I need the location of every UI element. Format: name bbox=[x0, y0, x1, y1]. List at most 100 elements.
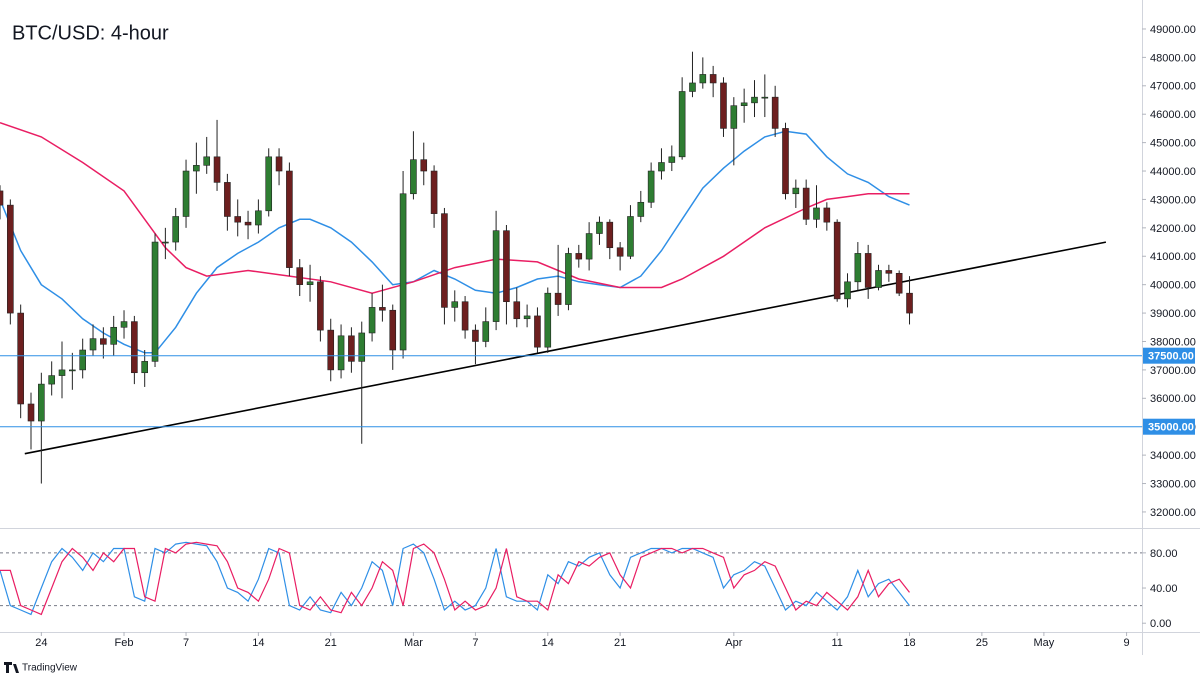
candle-body bbox=[224, 182, 231, 217]
candle-body bbox=[120, 321, 128, 328]
candle-body bbox=[854, 253, 862, 283]
candle-body bbox=[38, 383, 45, 422]
candle-body bbox=[100, 338, 107, 345]
x-tick-label: 7 bbox=[472, 637, 478, 649]
candle-body bbox=[709, 74, 717, 84]
x-tick-label: 21 bbox=[325, 637, 337, 649]
oscillator-line bbox=[0, 541, 910, 616]
candle-body bbox=[89, 338, 97, 351]
candle-body bbox=[513, 301, 521, 320]
y-tick-label: 39000.00 bbox=[1150, 308, 1196, 320]
candle-body bbox=[58, 369, 66, 376]
y-tick-label: 80.00 bbox=[1150, 548, 1178, 560]
candle-body bbox=[895, 273, 903, 294]
candle-body bbox=[441, 213, 448, 308]
candle-body bbox=[451, 301, 459, 308]
y-tick-label: 48000.00 bbox=[1150, 52, 1196, 64]
candle-body bbox=[554, 292, 562, 305]
candle-body bbox=[503, 230, 510, 303]
x-tick-label: 11 bbox=[831, 637, 842, 649]
chart-title: BTC/USD: 4-hour bbox=[12, 22, 169, 44]
x-tick-label: 14 bbox=[542, 637, 554, 649]
candle-body bbox=[7, 204, 14, 314]
moving-line bbox=[0, 121, 910, 294]
x-tick-label: 25 bbox=[976, 637, 988, 649]
level-label: 35000.00 bbox=[1148, 422, 1194, 434]
candle-body bbox=[833, 221, 841, 300]
candle-body bbox=[792, 187, 800, 195]
candle-body bbox=[17, 312, 24, 405]
x-tick-label: May bbox=[1033, 637, 1054, 649]
candle-body bbox=[337, 335, 345, 371]
candle-body bbox=[420, 159, 428, 172]
title-backdrop bbox=[8, 20, 158, 46]
candle-body bbox=[544, 292, 552, 348]
candle-body bbox=[348, 335, 355, 362]
candle-body bbox=[668, 156, 676, 163]
y-tick-label: 34000.00 bbox=[1150, 450, 1196, 462]
candle-body bbox=[844, 281, 851, 300]
candle-body bbox=[730, 105, 738, 129]
candle-body bbox=[678, 91, 686, 158]
candle-body bbox=[575, 253, 583, 260]
y-tick-label: 38000.00 bbox=[1150, 336, 1196, 348]
x-tick-label: 18 bbox=[903, 637, 915, 649]
candle-body bbox=[203, 156, 211, 166]
candle-body bbox=[782, 128, 789, 195]
candle-body bbox=[265, 156, 273, 212]
candle-body bbox=[151, 241, 159, 362]
y-tick-label: 0.00 bbox=[1150, 618, 1171, 630]
moving-line bbox=[24, 241, 1107, 455]
candle-body bbox=[286, 170, 293, 268]
x-tick-label: 21 bbox=[614, 637, 626, 649]
logo bbox=[4, 662, 19, 673]
y-tick-label: 49000.00 bbox=[1150, 24, 1196, 36]
candle-body bbox=[255, 210, 262, 226]
candle-body bbox=[48, 375, 55, 385]
candle-body bbox=[306, 281, 314, 285]
candle-body bbox=[565, 253, 572, 305]
candle-body bbox=[327, 329, 335, 371]
y-tick-label: 45000.00 bbox=[1150, 138, 1196, 150]
x-tick-label: 9 bbox=[1124, 637, 1130, 649]
candle-body bbox=[802, 187, 810, 220]
y-tick-label: 41000.00 bbox=[1150, 251, 1196, 263]
candle-body bbox=[699, 74, 707, 84]
candle-body bbox=[213, 156, 221, 183]
y-tick-label: 40000.00 bbox=[1150, 280, 1196, 292]
candle-body bbox=[244, 221, 252, 226]
y-tick-label: 33000.00 bbox=[1150, 478, 1196, 490]
candle-body bbox=[658, 162, 665, 172]
candle-body bbox=[317, 281, 324, 331]
candle-body bbox=[627, 216, 634, 257]
candle-body bbox=[751, 96, 758, 104]
candle-body bbox=[172, 216, 180, 243]
x-tick-label: Feb bbox=[115, 637, 134, 649]
candle-body bbox=[616, 247, 624, 257]
y-tick-label: 37000.00 bbox=[1150, 365, 1196, 377]
candle-body bbox=[864, 253, 872, 288]
candle-body bbox=[472, 329, 479, 342]
candle-body bbox=[492, 230, 500, 322]
y-tick-label: 40.00 bbox=[1150, 583, 1178, 595]
x-tick-label: 14 bbox=[252, 637, 264, 649]
candle-body bbox=[141, 361, 148, 374]
y-tick-label: 44000.00 bbox=[1150, 166, 1196, 178]
footer: TradingView bbox=[22, 663, 78, 674]
candle-body bbox=[461, 301, 469, 331]
candle-body bbox=[875, 270, 882, 288]
candle-body bbox=[0, 190, 4, 206]
y-tick-label: 32000.00 bbox=[1150, 507, 1196, 519]
y-tick-label: 42000.00 bbox=[1150, 223, 1196, 235]
candle-body bbox=[27, 403, 35, 422]
candle-body bbox=[379, 307, 386, 311]
x-tick-label: 24 bbox=[35, 637, 47, 649]
level-label-box bbox=[1143, 347, 1195, 364]
candle-body bbox=[410, 159, 417, 195]
candle-body bbox=[689, 82, 696, 92]
y-tick-label: 36000.00 bbox=[1150, 393, 1196, 405]
candle-body bbox=[534, 315, 541, 348]
candle-body bbox=[182, 170, 190, 217]
